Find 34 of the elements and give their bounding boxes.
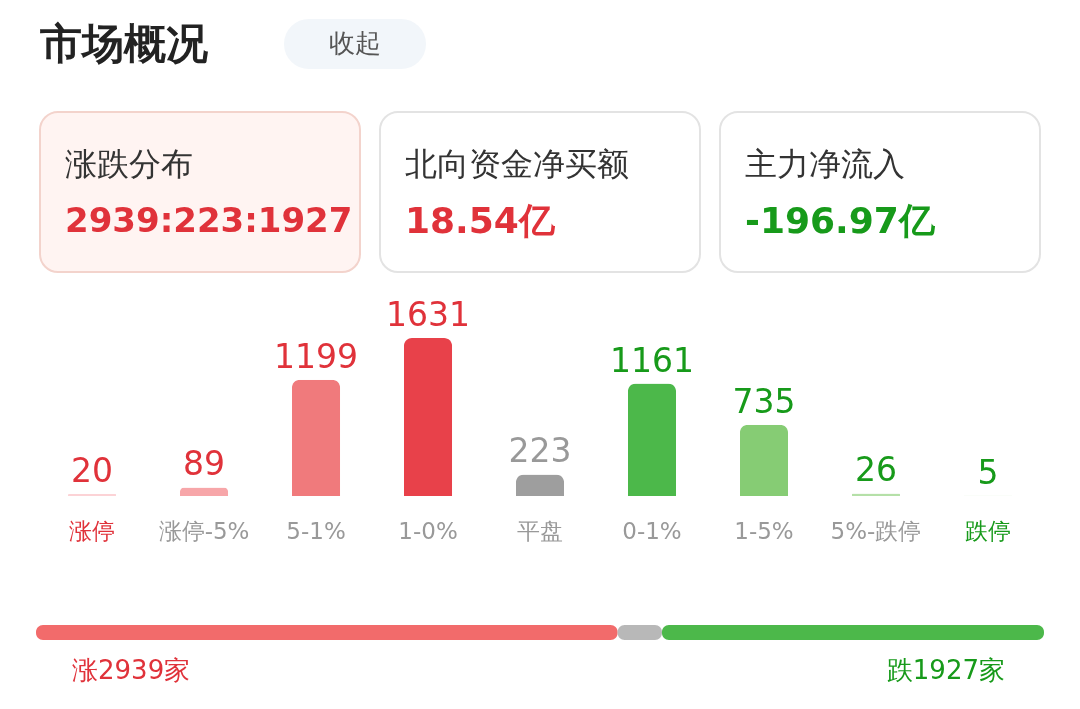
- x-tick-label: 跌停: [964, 517, 1011, 544]
- text: 2939:223:1927: [65, 200, 353, 240]
- text: 主力净流入: [745, 145, 905, 183]
- data-label: 1631: [386, 295, 471, 334]
- text: 跌1927家: [886, 655, 1005, 685]
- data-label: 26: [854, 450, 897, 490]
- data-label: 5: [977, 452, 999, 492]
- text: 北向资金净买额: [405, 145, 629, 183]
- bar: [515, 474, 565, 496]
- x-tick-label: 涨停-5%: [158, 517, 250, 544]
- x-tick-label: 5-1%: [286, 517, 346, 544]
- x-tick-label: 1-0%: [398, 517, 458, 544]
- data-label: 20: [71, 451, 114, 491]
- x-tick-label: 涨停: [69, 517, 116, 544]
- data-label: 1199: [274, 336, 359, 376]
- text: 市场概况: [39, 19, 208, 68]
- data-label: 735: [732, 381, 796, 421]
- text: 18.54亿: [405, 200, 556, 241]
- x-tick-label: 平盘: [517, 517, 563, 544]
- bar: [179, 487, 229, 496]
- data-label: 223: [508, 431, 572, 471]
- text: 涨2939家: [72, 655, 191, 685]
- text: 收起: [329, 28, 381, 58]
- bar: [403, 338, 453, 496]
- data-label: 1161: [609, 340, 694, 380]
- bar: [291, 379, 341, 496]
- bar: [627, 383, 677, 496]
- text: 涨跌分布: [65, 145, 193, 183]
- data-label: 89: [183, 444, 226, 484]
- x-tick-label: 5%-跌停: [830, 517, 922, 544]
- x-tick-label: 0-1%: [622, 517, 682, 544]
- text: -196.97亿: [745, 200, 936, 241]
- bar: [739, 424, 789, 496]
- x-tick-label: 1-5%: [734, 517, 794, 544]
